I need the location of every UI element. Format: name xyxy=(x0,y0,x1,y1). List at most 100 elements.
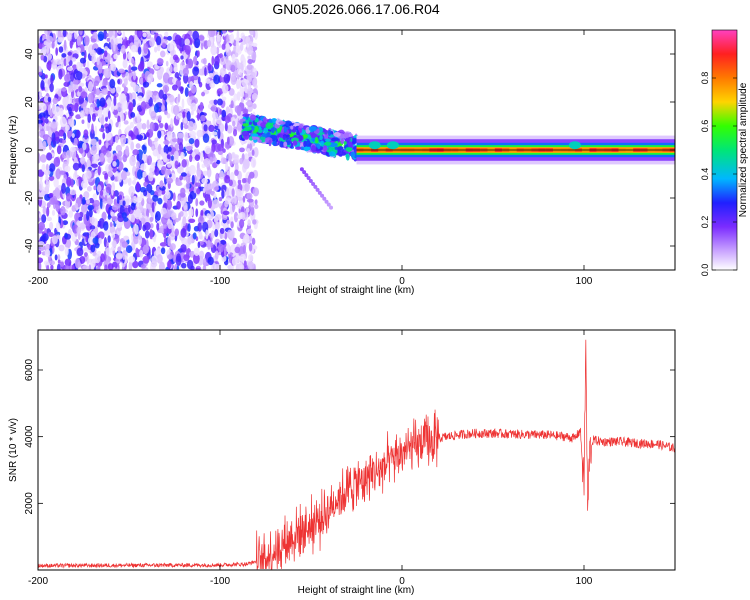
carrier-bump xyxy=(386,141,399,150)
band-cell xyxy=(310,132,317,139)
noise-cell xyxy=(210,230,215,239)
noise-cell xyxy=(176,264,180,270)
noise-cell xyxy=(177,132,184,139)
noise-cell xyxy=(230,100,234,109)
noise-cell xyxy=(107,235,111,243)
noise-cell xyxy=(151,106,155,112)
snr-ticks: -200 -100 0 100 2000 4000 6000 xyxy=(24,330,675,587)
noise-cell xyxy=(123,78,128,86)
noise-cell xyxy=(149,121,155,132)
band-cell xyxy=(242,123,249,127)
noise-cell xyxy=(225,33,230,44)
noise-cell xyxy=(115,159,120,168)
noise-cell xyxy=(227,30,234,33)
noise-cell xyxy=(170,50,175,57)
noise-cell xyxy=(193,247,200,256)
noise-cell xyxy=(194,138,200,148)
noise-cell xyxy=(144,230,150,239)
noise-cell xyxy=(246,43,250,48)
noise-cell xyxy=(84,35,90,46)
noise-cell xyxy=(111,185,114,196)
noise-cell xyxy=(103,30,108,40)
noise-cell xyxy=(75,114,82,120)
band-cell xyxy=(298,124,304,129)
noise-cell xyxy=(203,157,211,168)
noise-cell xyxy=(130,202,136,211)
noise-cell xyxy=(107,156,113,164)
noise-cell xyxy=(66,155,70,165)
noise-cell xyxy=(136,134,144,140)
noise-cell xyxy=(61,182,66,194)
noise-cell xyxy=(89,225,96,230)
noise-cell xyxy=(231,188,235,197)
noise-cell xyxy=(221,30,227,34)
noise-cell xyxy=(213,263,221,270)
noise-cell xyxy=(250,157,257,168)
carrier-bump xyxy=(368,141,381,150)
noise-cell xyxy=(38,152,41,164)
noise-cell xyxy=(248,254,254,262)
noise-cell xyxy=(152,194,159,202)
noise-cell xyxy=(206,213,211,219)
noise-cell xyxy=(82,196,86,205)
noise-cell xyxy=(103,229,111,236)
noise-cell xyxy=(210,242,214,248)
noise-cell xyxy=(250,206,255,216)
noise-cell xyxy=(164,110,168,116)
noise-cell xyxy=(208,124,215,133)
colorbar-tick-label: 0.8 xyxy=(700,72,710,85)
noise-cell xyxy=(62,30,67,38)
noise-cell xyxy=(233,93,238,102)
noise-cell xyxy=(121,212,127,219)
noise-cell xyxy=(227,152,233,162)
noise-cell xyxy=(74,30,78,40)
noise-cell xyxy=(240,206,245,214)
noise-cell xyxy=(55,58,62,65)
noise-cell xyxy=(163,237,167,245)
noise-cell xyxy=(217,144,224,152)
noise-cell xyxy=(43,96,49,103)
noise-cell xyxy=(76,226,82,235)
noise-cell xyxy=(191,151,196,158)
noise-cell xyxy=(78,216,83,221)
noise-cell xyxy=(72,80,79,85)
noise-cell xyxy=(111,232,116,239)
noise-cell xyxy=(46,35,54,43)
y-tick-label: 2000 xyxy=(24,492,35,515)
noise-cell xyxy=(214,221,221,230)
noise-cell xyxy=(197,50,200,57)
noise-cell xyxy=(44,249,51,258)
noise-cell xyxy=(190,265,195,270)
noise-cell xyxy=(197,222,203,232)
noise-cell xyxy=(99,97,106,107)
noise-cell xyxy=(192,55,198,65)
noise-cell xyxy=(115,121,119,128)
noise-cell xyxy=(72,162,80,171)
noise-cell xyxy=(42,34,47,40)
band-cell xyxy=(282,135,287,141)
noise-cell xyxy=(94,125,98,136)
noise-cell xyxy=(111,63,117,72)
noise-cell xyxy=(147,94,151,100)
noise-cell xyxy=(153,46,158,53)
noise-cell xyxy=(224,200,229,208)
noise-cell xyxy=(120,113,125,122)
noise-cell xyxy=(128,204,131,213)
noise-cell xyxy=(129,121,135,129)
noise-cell xyxy=(179,175,184,181)
snr-ylabel: SNR (10 * v/v) xyxy=(8,418,19,482)
noise-cell xyxy=(47,104,51,116)
noise-cell xyxy=(82,232,90,237)
noise-cell xyxy=(226,219,231,224)
noise-cell xyxy=(99,190,104,196)
noise-cell xyxy=(246,148,251,153)
noise-cell xyxy=(86,198,91,205)
noise-cell xyxy=(163,140,170,145)
noise-cell xyxy=(218,196,223,202)
noise-cell xyxy=(41,214,47,224)
noise-cell xyxy=(106,37,111,42)
noise-cell xyxy=(192,122,197,131)
noise-cell xyxy=(118,194,123,201)
noise-cell xyxy=(232,129,238,137)
noise-cell xyxy=(174,34,182,46)
